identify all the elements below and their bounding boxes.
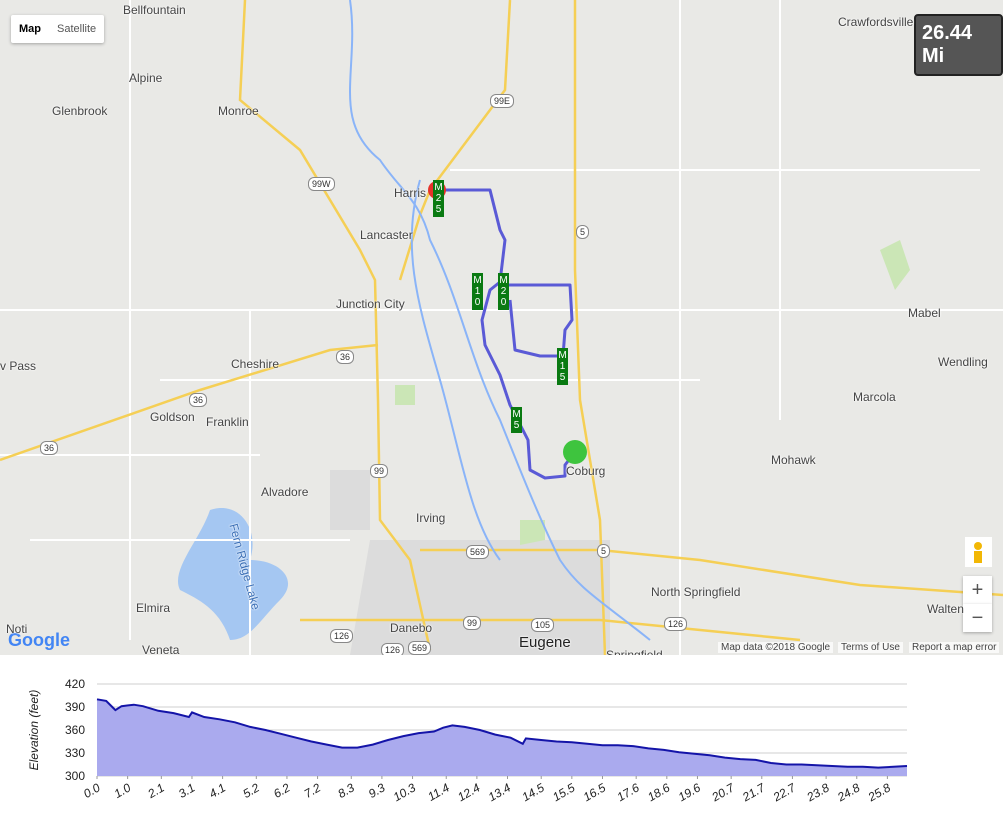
mile-marker: M5 [511,407,522,433]
x-tick-label: 15.5 [550,780,578,804]
x-tick-label: 12.4 [455,780,483,804]
y-tick-label: 360 [65,723,85,737]
attribution: Map data ©2018 Google [718,642,834,653]
place-label: Marcola [853,390,896,404]
road-shield: 36 [189,393,208,407]
place-label: Danebo [390,621,433,635]
road-shield: 126 [330,629,354,643]
x-tick-label: 3.1 [176,780,197,800]
y-tick-label: 300 [65,769,85,783]
x-tick-label: 19.6 [676,780,704,804]
x-tick-label: 20.7 [709,780,738,805]
y-axis-title: Elevation (feet) [27,690,41,771]
report-link[interactable]: Report a map error [909,642,1000,653]
x-tick-label: 9.3 [366,780,388,801]
road-shield: 99E [490,94,515,108]
x-tick-label: 10.3 [391,780,419,804]
x-tick-label: 23.8 [804,780,832,804]
x-tick-label: 0.0 [81,780,103,801]
elevation-area [97,699,907,776]
x-tick-label: 8.3 [335,780,357,801]
map[interactable]: Map Satellite 26.44 Mi + − Google Map da… [0,0,1003,655]
place-label: Goldson [150,410,195,424]
x-tick-label: 13.4 [486,780,514,804]
y-tick-label: 390 [65,700,85,714]
place-label: Lancaster [360,228,413,242]
place-label: Harris [394,186,426,200]
place-label: Glenbrook [52,104,108,118]
place-label: Bellfountain [123,3,186,17]
satellite-button[interactable]: Satellite [57,23,97,35]
place-label: Alvadore [261,485,309,499]
x-tick-label: 18.6 [645,780,673,804]
mile-marker: M15 [557,348,568,385]
road-shield: 36 [40,441,59,455]
terms-link[interactable]: Terms of Use [838,642,903,653]
place-label: Walten [927,602,964,616]
place-label: Coburg [566,464,606,478]
place-label: Mohawk [771,453,816,467]
x-tick-label: 14.5 [519,780,547,804]
place-label: v Pass [0,359,37,373]
place-label: Alpine [129,71,163,85]
mile-marker: M20 [498,273,509,310]
x-tick-label: 16.5 [581,780,609,804]
y-tick-label: 330 [65,746,85,760]
zoom-in[interactable]: + [963,576,992,604]
place-label: Veneta [142,643,180,655]
elevation-chart: 300 330 360 390 420 0.0 1.0 2.1 3.1 4.1 5.2 6.2 7.2 8… [27,677,908,805]
x-tick-label: 5.2 [240,780,262,801]
place-label: Junction City [336,297,405,311]
zoom-out[interactable]: − [963,604,992,632]
x-tick-label: 25.8 [865,780,893,804]
place-label: Wendling [938,355,988,369]
map-type-control: Map Satellite [11,15,105,43]
place-label: Irving [416,511,446,525]
x-tick-label: 6.2 [271,780,293,801]
x-tick-label: 11.4 [425,780,452,804]
map-button[interactable]: Map [19,23,41,35]
road-shield: 105 [531,618,555,632]
place-label: Monroe [218,104,259,118]
road-shield: 99W [308,177,335,191]
road-shield: 126 [381,643,405,655]
place-label: Cheshire [231,357,280,371]
place-label: Springfield [606,648,663,655]
road-shield: 569 [466,545,490,559]
road-shield: 99 [370,464,389,478]
place-label: Crawfordsville [838,15,914,29]
x-tick-label: 2.1 [145,780,167,801]
road-shield: 5 [576,225,590,239]
x-tick-label: 4.1 [207,780,228,800]
x-tick-label: 7.2 [302,780,324,801]
x-tick-label: 17.6 [614,780,642,804]
road-shield: 5 [597,544,611,558]
x-tick-label: 22.7 [770,780,799,805]
place-label: Franklin [206,415,249,429]
map-graphics [0,0,1003,655]
x-tick-label: 21.7 [739,780,768,805]
mile-marker: M25 [433,180,444,217]
place-label: Eugene [519,634,571,651]
place-label: Noti [6,622,28,636]
google-logo[interactable]: Google [8,630,70,650]
x-tick-label: 1.0 [112,780,134,801]
x-tick-label: 24.8 [834,780,862,804]
road-shield: 99 [463,616,482,630]
road-shield: 36 [336,350,355,364]
place-label: Elmira [136,601,171,615]
mile-marker: M10 [472,273,483,310]
road-shield: 126 [664,617,688,631]
place-label: North Springfield [651,585,741,599]
road-shield: 569 [408,641,432,655]
elevation-line [96,698,908,769]
place-label: Mabel [908,306,941,320]
distance-badge: 26.44 Mi [914,14,1003,76]
y-tick-label: 420 [65,677,85,691]
